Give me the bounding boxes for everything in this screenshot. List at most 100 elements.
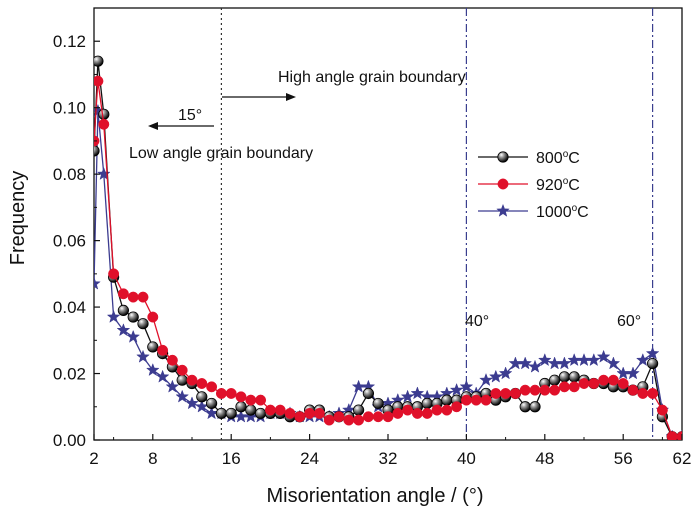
data-point-800 [245,404,257,416]
data-point-920 [323,414,335,426]
data-point-920 [127,291,139,303]
data-point-1000 [351,379,366,393]
data-point-920 [656,404,668,416]
data-point-1000 [165,379,180,393]
data-point-1000 [126,329,141,343]
y-tick-label: 0.02 [53,365,86,384]
data-point-920 [108,268,120,280]
data-point-1000 [175,389,190,403]
data-point-920 [617,378,629,389]
data-point-1000 [586,353,601,367]
data-point-800 [568,371,580,383]
x-tick-label: 32 [379,449,398,468]
x-tick-label: 8 [148,449,157,468]
ref-label-15: 15° [178,107,202,124]
data-point-920 [245,394,257,406]
legend: 800oC 920oC 1000oC [478,149,589,221]
data-point-800 [352,404,365,416]
data-point-1000 [567,353,582,367]
data-point-800 [558,371,571,383]
data-point-800 [372,397,384,410]
data-point-920 [578,378,590,389]
axis-ticks: 2 8 16 24 32 40 48 56 62 0.00 0.02 0.04 0.06 0.08 0.10… [53,32,692,468]
data-point-920 [607,374,619,386]
legend-symbol-920 [497,178,509,190]
data-point-1000 [528,359,542,373]
legend-label-800: 800oC [536,149,580,167]
data-point-800 [127,311,139,323]
x-tick-label: 62 [673,449,692,468]
data-point-920 [94,75,104,87]
legend-marker-1000 [496,203,510,217]
data-point-920 [176,364,188,376]
data-point-920 [372,411,384,423]
data-point-800 [206,397,218,410]
data-point-920 [500,388,512,399]
data-point-800 [196,391,208,403]
data-point-920 [333,411,345,423]
data-point-800 [235,401,247,413]
data-point-920 [186,374,198,386]
data-point-1000 [537,353,552,367]
data-point-920 [558,381,570,393]
data-point-920 [382,411,394,423]
legend-label-1000: 1000oC [536,203,589,221]
data-point-1000 [606,356,621,370]
x-tick-label: 16 [222,449,241,468]
legend-item-920: 920oC [478,176,580,194]
data-point-920 [225,388,237,399]
data-point-1000 [479,372,493,387]
data-point-1000 [449,382,464,396]
data-point-920 [490,388,502,399]
data-point-1000 [645,346,660,360]
data-point-920 [235,391,247,403]
data-point-1000 [459,379,474,393]
series-920 [94,75,682,440]
data-point-1000 [145,362,160,377]
ref-label-40: 40° [465,313,489,330]
right-arrow-icon [286,93,296,101]
y-tick-label: 0.08 [53,165,86,184]
data-point-800 [548,374,561,386]
data-point-1000 [185,396,199,410]
data-point-920 [98,118,110,130]
legend-marker-920 [497,178,509,190]
data-point-920 [392,407,404,419]
data-point-920 [421,407,433,419]
x-tick-label: 2 [89,449,98,468]
data-point-920 [509,388,521,399]
data-point-800 [147,341,159,353]
data-point-1000 [577,353,591,367]
data-point-920 [451,401,463,413]
data-point-920 [676,431,682,440]
data-point-800 [117,304,130,316]
data-point-920 [284,407,296,419]
data-point-800 [646,357,659,370]
data-point-1000 [635,353,650,367]
x-tick-label: 40 [457,449,476,468]
data-point-1000 [400,389,415,403]
data-point-920 [637,388,649,399]
data-point-920 [274,404,286,416]
data-point-800 [225,407,237,420]
data-point-1000 [96,166,111,180]
data-point-920 [264,404,276,416]
data-point-920 [166,354,178,366]
data-point-920 [402,404,414,416]
data-point-920 [147,311,159,323]
data-point-920 [294,411,306,423]
data-point-800 [441,394,453,406]
data-point-920 [137,291,149,303]
y-tick-label: 0.10 [53,99,86,118]
data-point-920 [470,394,482,406]
data-point-800 [255,407,267,420]
data-point-1000 [596,349,611,363]
data-point-920 [539,384,551,396]
y-tick-label: 0.06 [53,232,86,251]
left-arrow-icon [148,122,158,130]
legend-marker-800 [497,151,509,163]
data-point-920 [647,388,659,399]
y-axis-title: Frequency [7,171,29,266]
data-point-800 [215,407,227,420]
y-tick-label: 0.04 [53,298,86,317]
